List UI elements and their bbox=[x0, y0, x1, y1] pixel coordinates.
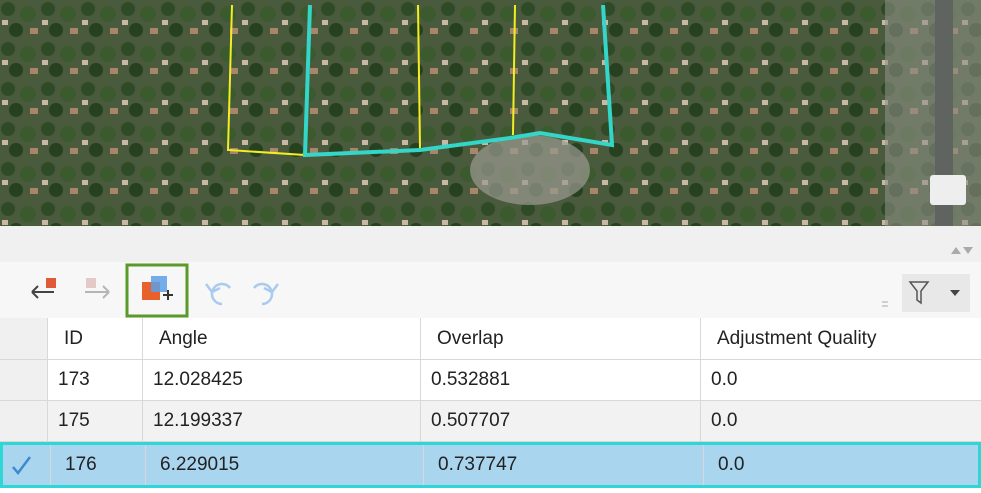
table-cell: 12.028425 bbox=[142, 360, 420, 400]
move-left-button[interactable] bbox=[32, 278, 56, 298]
page: IDAngleOverlapAdjustment Quality17312.02… bbox=[0, 0, 981, 493]
column-header: ID bbox=[47, 318, 142, 359]
table-cell: 0.532881 bbox=[420, 360, 700, 400]
table-cell: 0.507707 bbox=[420, 401, 700, 441]
filter-button[interactable] bbox=[882, 274, 970, 312]
table-cell: 6.229015 bbox=[145, 445, 423, 485]
column-header: Overlap bbox=[420, 318, 700, 359]
table-icon[interactable] bbox=[930, 175, 966, 205]
redo-button[interactable] bbox=[254, 284, 278, 304]
map-view bbox=[0, 0, 981, 226]
table-cell: 12.199337 bbox=[142, 401, 420, 441]
building bbox=[470, 135, 590, 205]
table-cell: 0.737747 bbox=[423, 445, 703, 485]
row-selector[interactable] bbox=[0, 360, 47, 400]
add-button[interactable] bbox=[142, 276, 173, 300]
column-header: Angle bbox=[142, 318, 420, 359]
row-selector[interactable] bbox=[0, 401, 47, 441]
toolbar bbox=[0, 262, 981, 318]
move-right-button[interactable] bbox=[85, 278, 109, 298]
row-selector[interactable] bbox=[3, 445, 50, 485]
toolbar-icons bbox=[0, 262, 981, 318]
scroll-arrows bbox=[0, 226, 981, 262]
panel-divider bbox=[0, 226, 981, 262]
column-header: Adjustment Quality bbox=[700, 318, 981, 359]
table-cell: 0.0 bbox=[703, 445, 981, 485]
table-cell: 175 bbox=[47, 401, 142, 441]
undo-button[interactable] bbox=[206, 284, 230, 304]
table-cell: 0.0 bbox=[700, 360, 981, 400]
table-cell: 176 bbox=[50, 445, 145, 485]
table-cell: 0.0 bbox=[700, 401, 981, 441]
check-icon bbox=[3, 445, 43, 485]
table-cell: 173 bbox=[47, 360, 142, 400]
row-selector-header bbox=[0, 318, 47, 359]
